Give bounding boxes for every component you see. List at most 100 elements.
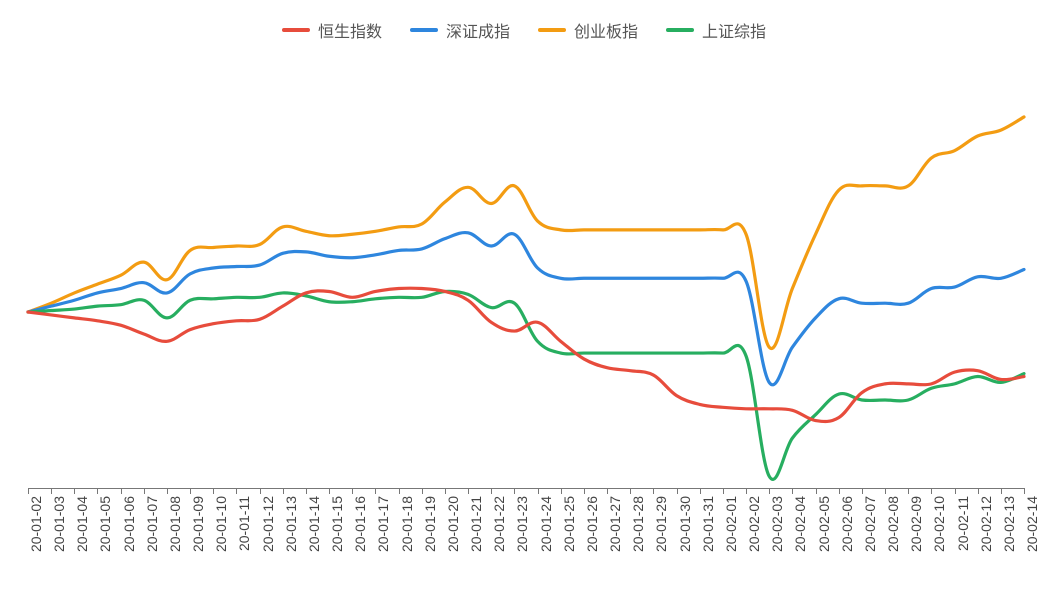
x-tick-label: 20-01-10 — [213, 496, 229, 552]
x-tick: 20-02-13 — [1001, 488, 1002, 494]
x-tick: 20-01-05 — [97, 488, 98, 494]
x-tick-mark — [1024, 488, 1025, 494]
x-tick-label: 20-01-25 — [561, 496, 577, 552]
plot-area — [0, 48, 1048, 488]
x-tick: 20-01-25 — [561, 488, 562, 494]
x-tick: 20-01-14 — [306, 488, 307, 494]
x-tick-label: 20-01-28 — [630, 496, 646, 552]
x-tick-mark — [74, 488, 75, 494]
series-szcz — [28, 233, 1024, 385]
x-tick-mark — [723, 488, 724, 494]
x-tick-mark — [306, 488, 307, 494]
x-axis-line — [28, 488, 1024, 489]
x-tick-label: 20-02-13 — [1001, 496, 1017, 552]
x-tick: 20-01-21 — [468, 488, 469, 494]
x-tick-mark — [792, 488, 793, 494]
legend-item-hsi: 恒生指数 — [282, 18, 382, 42]
x-tick-mark — [121, 488, 122, 494]
x-tick-mark — [167, 488, 168, 494]
x-tick-mark — [375, 488, 376, 494]
x-tick: 20-01-10 — [213, 488, 214, 494]
x-tick-mark — [97, 488, 98, 494]
x-tick-mark — [607, 488, 608, 494]
x-tick-mark — [885, 488, 886, 494]
x-tick-label: 20-02-04 — [792, 496, 808, 552]
x-tick-label: 20-01-24 — [538, 496, 554, 552]
x-tick-label: 20-02-08 — [885, 496, 901, 552]
x-tick-label: 20-01-21 — [468, 496, 484, 552]
x-tick: 20-01-15 — [329, 488, 330, 494]
x-tick-label: 20-01-23 — [514, 496, 530, 552]
x-tick-label: 20-01-09 — [190, 496, 206, 552]
x-tick-label: 20-01-15 — [329, 496, 345, 552]
x-tick-mark — [816, 488, 817, 494]
x-tick-mark — [399, 488, 400, 494]
x-tick: 20-02-11 — [955, 488, 956, 494]
x-tick: 20-02-08 — [885, 488, 886, 494]
x-tick-label: 20-01-04 — [74, 496, 90, 552]
x-tick-mark — [352, 488, 353, 494]
x-tick-mark — [445, 488, 446, 494]
x-tick: 20-01-03 — [51, 488, 52, 494]
x-tick: 20-01-09 — [190, 488, 191, 494]
x-tick: 20-01-30 — [677, 488, 678, 494]
x-tick-label: 20-01-06 — [121, 496, 137, 552]
x-tick: 20-01-18 — [399, 488, 400, 494]
x-tick: 20-02-06 — [839, 488, 840, 494]
x-tick: 20-01-02 — [28, 488, 29, 494]
x-tick-mark — [862, 488, 863, 494]
x-tick-label: 20-01-11 — [236, 496, 252, 551]
x-tick-label: 20-02-10 — [931, 496, 947, 552]
legend-item-chinext: 创业板指 — [538, 18, 638, 42]
x-tick-mark — [422, 488, 423, 494]
x-tick: 20-01-23 — [514, 488, 515, 494]
legend-swatch — [282, 28, 310, 32]
x-tick: 20-01-20 — [445, 488, 446, 494]
x-tick: 20-02-12 — [978, 488, 979, 494]
x-tick-label: 20-01-14 — [306, 496, 322, 552]
legend-item-ssec: 上证综指 — [666, 18, 766, 42]
x-tick-label: 20-01-16 — [352, 496, 368, 552]
legend-label: 深证成指 — [446, 18, 510, 42]
x-tick: 20-01-17 — [375, 488, 376, 494]
legend-swatch — [538, 28, 566, 32]
x-tick: 20-02-04 — [792, 488, 793, 494]
x-tick: 20-01-22 — [491, 488, 492, 494]
x-tick-label: 20-01-08 — [167, 496, 183, 552]
x-tick: 20-01-19 — [422, 488, 423, 494]
x-tick-label: 20-02-14 — [1024, 496, 1040, 552]
x-tick: 20-01-27 — [607, 488, 608, 494]
x-tick: 20-01-29 — [653, 488, 654, 494]
x-tick-label: 20-01-05 — [97, 496, 113, 552]
legend-label: 上证综指 — [702, 18, 766, 42]
legend-item-szcz: 深证成指 — [410, 18, 510, 42]
legend: 恒生指数 深证成指 创业板指 上证综指 — [0, 0, 1048, 48]
x-tick-label: 20-02-12 — [978, 496, 994, 552]
x-tick: 20-02-10 — [931, 488, 932, 494]
x-tick: 20-01-26 — [584, 488, 585, 494]
x-tick-mark — [329, 488, 330, 494]
x-tick-mark — [839, 488, 840, 494]
x-tick: 20-02-07 — [862, 488, 863, 494]
x-tick: 20-01-11 — [236, 488, 237, 494]
x-tick-label: 20-01-30 — [677, 496, 693, 552]
x-tick-mark — [653, 488, 654, 494]
x-tick: 20-02-02 — [746, 488, 747, 494]
x-tick-mark — [213, 488, 214, 494]
x-tick-mark — [1001, 488, 1002, 494]
x-tick-label: 20-02-09 — [908, 496, 924, 552]
x-tick-label: 20-02-07 — [862, 496, 878, 552]
x-tick-label: 20-01-27 — [607, 496, 623, 552]
x-tick-label: 20-01-03 — [51, 496, 67, 552]
x-tick-label: 20-02-05 — [816, 496, 832, 552]
x-tick: 20-02-14 — [1024, 488, 1025, 494]
x-tick: 20-02-03 — [769, 488, 770, 494]
x-tick-mark — [514, 488, 515, 494]
x-tick-label: 20-01-22 — [491, 496, 507, 552]
x-tick-mark — [283, 488, 284, 494]
x-tick-mark — [51, 488, 52, 494]
legend-swatch — [666, 28, 694, 32]
x-tick-mark — [746, 488, 747, 494]
x-tick-label: 20-01-02 — [28, 496, 44, 552]
x-tick-mark — [931, 488, 932, 494]
